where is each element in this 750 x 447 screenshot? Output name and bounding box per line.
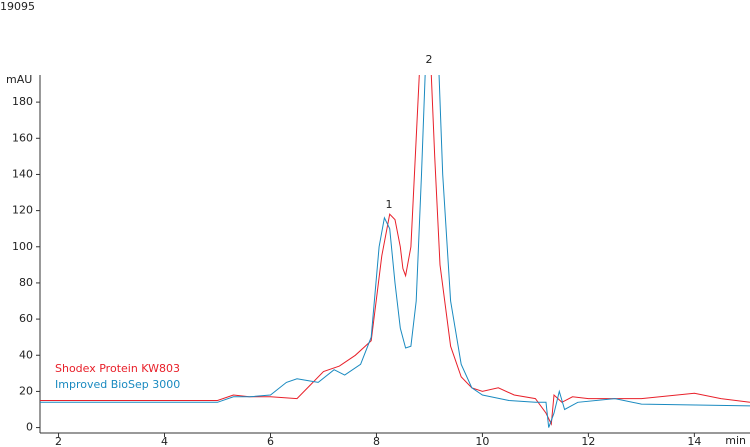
y-tick-label: 80: [19, 276, 33, 289]
series-line: [40, 75, 750, 428]
x-tick-label: 10: [475, 435, 489, 447]
x-tick-label: 12: [581, 435, 595, 447]
y-tick-label: 40: [19, 348, 33, 361]
y-tick-label: 180: [12, 95, 33, 108]
y-tick-label: 0: [26, 421, 33, 434]
legend-entry: Shodex Protein KW803: [55, 362, 180, 375]
y-tick-label: 60: [19, 312, 33, 325]
x-tick-label: 8: [373, 435, 380, 447]
x-axis-label: min: [725, 434, 746, 447]
x-tick-label: 6: [267, 435, 274, 447]
y-axis-label: mAU: [6, 73, 32, 86]
legend-entry: Improved BioSep 3000: [55, 378, 180, 391]
peak-label: 2: [426, 53, 433, 66]
y-tick-label: 140: [12, 167, 33, 180]
x-tick-label: 2: [55, 435, 62, 447]
y-tick-label: 160: [12, 131, 33, 144]
x-tick-label: 14: [687, 435, 701, 447]
y-tick-label: 100: [12, 240, 33, 253]
x-tick-label: 4: [161, 435, 168, 447]
y-tick-label: 20: [19, 384, 33, 397]
chart-title: 19095: [0, 0, 35, 13]
y-tick-label: 120: [12, 204, 33, 217]
peak-label: 1: [386, 198, 393, 211]
